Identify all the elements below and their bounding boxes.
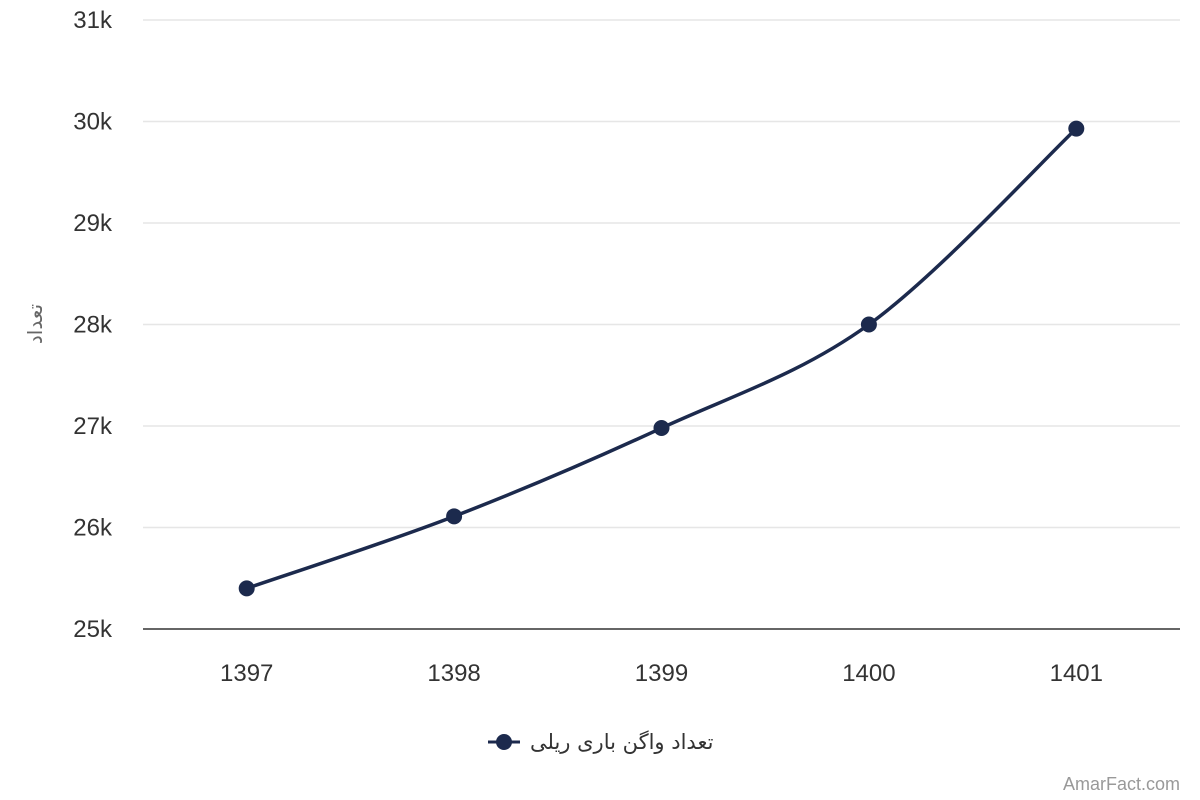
y-tick-label: 26k xyxy=(73,515,113,542)
y-tick-label: 25k xyxy=(73,616,113,643)
legend-marker-swatch xyxy=(496,734,512,750)
x-tick-label: 1400 xyxy=(842,660,895,687)
data-point-1398[interactable] xyxy=(446,508,463,525)
x-tick-label: 1397 xyxy=(220,660,273,687)
legend[interactable]: تعداد واگن باری ریلی xyxy=(488,730,714,754)
series-group xyxy=(238,120,1085,597)
legend-label: تعداد واگن باری ریلی xyxy=(530,730,714,754)
x-tick-label: 1401 xyxy=(1050,660,1103,687)
y-tick-label: 28k xyxy=(73,312,113,339)
y-tick-label: 31k xyxy=(73,7,113,34)
gridlines xyxy=(143,19,1180,529)
series-line xyxy=(246,127,1078,591)
y-axis-title: تعداد xyxy=(23,304,47,344)
x-tick-label: 1399 xyxy=(635,660,688,687)
data-point-1401[interactable] xyxy=(1068,120,1085,137)
x-axis-ticks: 1397 1398 1399 1400 1401 xyxy=(220,660,1103,687)
data-point-1399[interactable] xyxy=(653,420,670,437)
y-tick-label: 27k xyxy=(73,413,113,440)
y-tick-label: 29k xyxy=(73,210,113,237)
y-tick-label: 30k xyxy=(73,109,113,136)
data-point-1397[interactable] xyxy=(238,580,255,597)
credit-link[interactable]: AmarFact.com xyxy=(1063,774,1180,794)
x-tick-label: 1398 xyxy=(427,660,480,687)
data-point-1400[interactable] xyxy=(860,316,877,333)
y-axis-ticks: 25k 26k 27k 28k 29k 30k 31k xyxy=(73,7,113,643)
